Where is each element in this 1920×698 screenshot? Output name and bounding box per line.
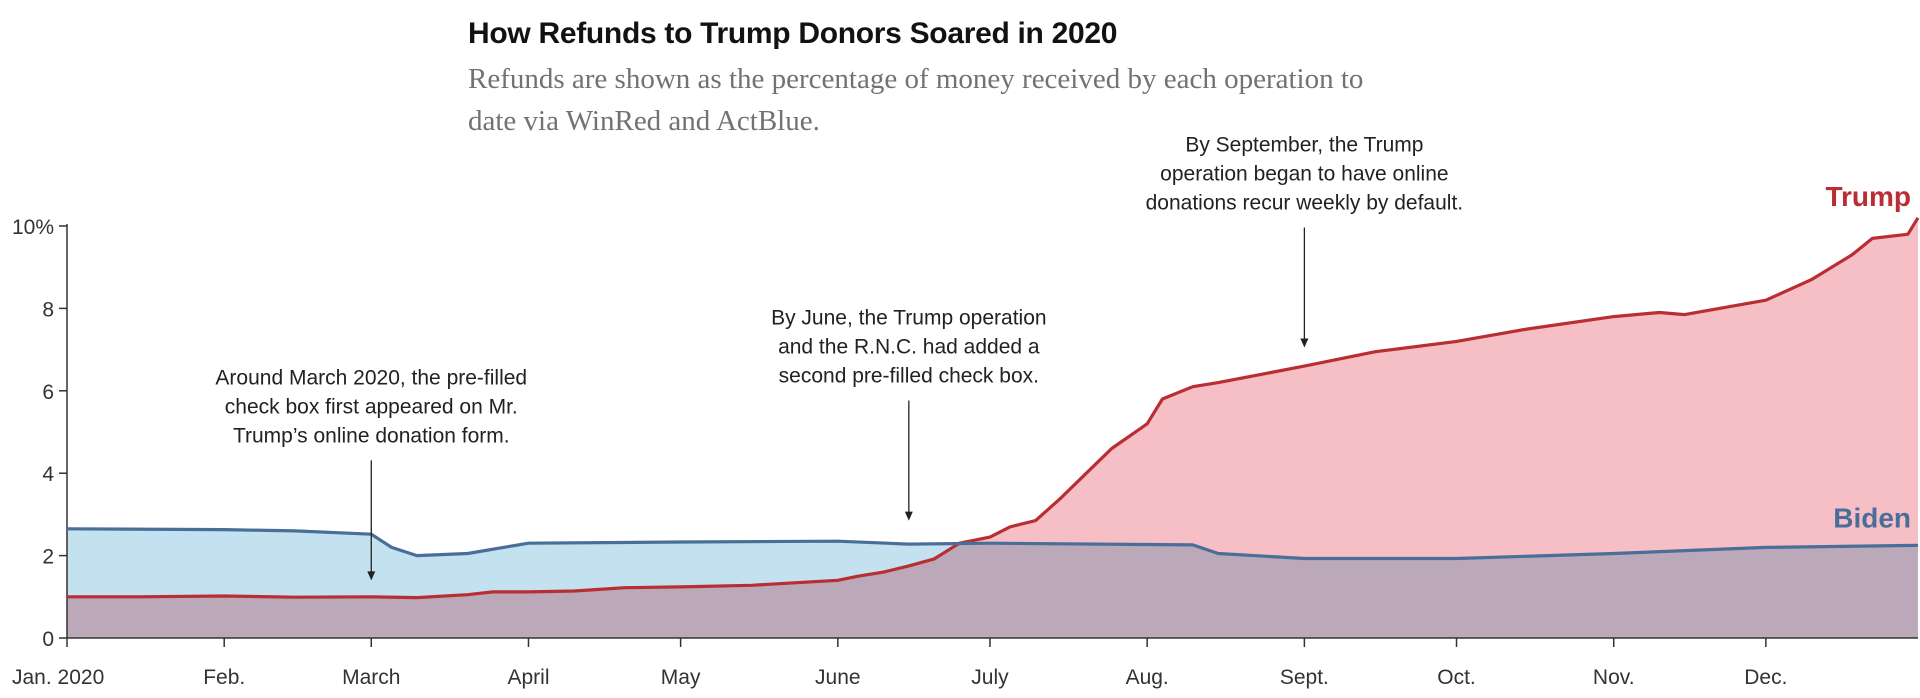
annotation-line: By June, the Trump operation	[771, 307, 1047, 330]
chart-title: How Refunds to Trump Donors Soared in 20…	[468, 17, 1118, 50]
annotation-2: By June, the Trump operation and the R.N.…	[771, 307, 1047, 521]
x-tick-label: Sept.	[1280, 666, 1329, 689]
line-biden	[66, 527, 1919, 561]
y-tick-label: 0	[42, 628, 54, 651]
annotation-line: operation began to have online	[1160, 163, 1448, 186]
series-label-trump: Trump	[1825, 181, 1911, 212]
x-tick-label: Jan. 2020	[12, 666, 104, 689]
x-tick-label: Nov.	[1593, 666, 1635, 689]
x-tick-label: Dec.	[1744, 666, 1787, 689]
annotation-text: By June, the Trump operation and the R.N.…	[771, 307, 1047, 388]
annotation-line: and the R.N.C. had added a	[778, 336, 1040, 359]
x-tick-label: June	[815, 666, 861, 689]
y-tick-label: 8	[42, 298, 54, 321]
line-trump	[67, 216, 1920, 600]
x-tick-label: Feb.	[203, 666, 245, 689]
chart-header: How Refunds to Trump Donors Soared in 20…	[468, 14, 1368, 142]
series-areas	[67, 217, 1918, 639]
series-lines	[66, 216, 1920, 600]
annotation-text: Around March 2020, the pre-filled check b…	[215, 366, 527, 447]
y-tick-label: 2	[42, 546, 54, 569]
annotation-line: check box first appeared on Mr.	[225, 395, 518, 418]
y-tick-label: 4	[42, 463, 54, 486]
x-tick-label: July	[971, 666, 1009, 689]
annotations: Around March 2020, the pre-filled check b…	[215, 134, 1463, 581]
series-labels: Trump Biden	[1825, 181, 1911, 534]
chart-subtitle: Refunds are shown as the percentage of m…	[468, 63, 1364, 137]
annotation-line: Around March 2020, the pre-filled	[215, 366, 527, 389]
annotation-1: Around March 2020, the pre-filled check b…	[215, 366, 527, 581]
annotation-arrow-head	[367, 571, 376, 581]
annotation-3: By September, the Trump operation began t…	[1146, 134, 1464, 348]
annotation-text: By September, the Trump operation began t…	[1146, 134, 1464, 215]
axes: 0 2 4 6 8 10% Jan. 2020 Feb. March April May June Ju…	[12, 216, 1918, 689]
series-label-biden: Biden	[1833, 502, 1911, 533]
x-tick-label: March	[342, 666, 400, 689]
annotation-arrow-head	[1300, 338, 1309, 348]
x-tick-label: May	[661, 666, 701, 689]
x-tick-label: Aug.	[1126, 666, 1169, 689]
area-trump	[67, 217, 1918, 639]
y-tick-label: 6	[42, 381, 54, 404]
annotation-arrow-head	[904, 511, 913, 521]
x-tick-label: Oct.	[1437, 666, 1476, 689]
annotation-line: donations recur weekly by default.	[1146, 192, 1464, 215]
x-tick-label: April	[507, 666, 549, 689]
annotation-line: second pre-filled check box.	[779, 365, 1039, 388]
y-tick-label: 10%	[12, 216, 54, 239]
annotation-line: Trump’s online donation form.	[233, 424, 510, 447]
annotation-line: By September, the Trump	[1185, 134, 1423, 157]
